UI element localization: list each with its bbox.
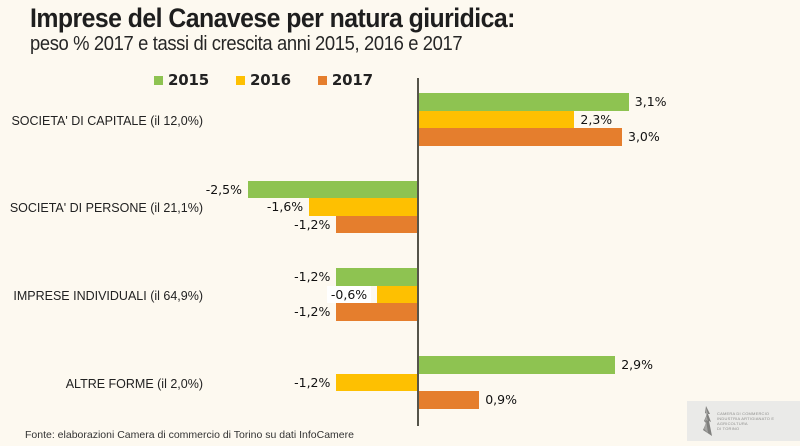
bar-2017-4 bbox=[418, 391, 480, 409]
category-label: ALTRE FORME (il 2,0%) bbox=[65, 376, 203, 391]
bar-2016-3 bbox=[377, 285, 418, 304]
legend: 2015 2016 2017 bbox=[154, 71, 373, 89]
value-label: -1,6% bbox=[266, 199, 304, 215]
logo-text-line: CAMERA DI COMMERCIO bbox=[717, 411, 770, 416]
value-label: -2,5% bbox=[205, 181, 242, 197]
bar-2016-2 bbox=[309, 198, 418, 216]
bar-2015-3 bbox=[336, 268, 418, 286]
bar-2017-3 bbox=[336, 303, 418, 321]
bar-2015-1 bbox=[418, 93, 629, 111]
legend-swatch bbox=[235, 75, 245, 85]
logo-box: CAMERA DI COMMERCIO INDUSTRIA ARTIGIANAT… bbox=[687, 401, 800, 441]
value-label: -0,6% bbox=[326, 285, 372, 304]
legend-label: 2016 bbox=[249, 71, 291, 89]
bar-2016-1 bbox=[418, 110, 575, 128]
chart-title: Imprese del Canavese per natura giuridic… bbox=[30, 3, 515, 33]
legend-swatch bbox=[154, 75, 163, 85]
source-note: Fonte: elaborazioni Camera di commercio … bbox=[25, 429, 354, 441]
legend-label: 2015 bbox=[168, 71, 209, 89]
bar-2017-1 bbox=[418, 128, 622, 146]
legend-item-2017: 2017 bbox=[317, 71, 373, 89]
value-label: 3,0% bbox=[628, 129, 660, 144]
chart-subtitle: peso % 2017 e tassi di crescita anni 201… bbox=[30, 33, 463, 55]
value-label: 0,9% bbox=[485, 392, 517, 408]
logo-text-line: INDUSTRIA ARTIGIANATO E AGRICOLTURA bbox=[717, 416, 775, 426]
value-label: 3,1% bbox=[634, 94, 667, 109]
logo-text: CAMERA DI COMMERCIO INDUSTRIA ARTIGIANAT… bbox=[717, 411, 800, 431]
legend-item-2015: 2015 bbox=[154, 71, 209, 89]
legend-item-2016: 2016 bbox=[235, 71, 291, 89]
value-label: -1,2% bbox=[294, 374, 331, 390]
axis-line bbox=[417, 78, 419, 426]
bar-2015-2 bbox=[248, 180, 418, 199]
logo-text-line: DI TORINO bbox=[717, 426, 740, 431]
value-label: 2,9% bbox=[621, 357, 653, 373]
category-label: SOCIETA' DI PERSONE (il 21,1%) bbox=[9, 201, 203, 216]
value-label: -1,2% bbox=[294, 304, 331, 320]
value-label: -1,2% bbox=[294, 216, 331, 232]
legend-swatch bbox=[317, 75, 327, 85]
category-label: IMPRESE INDIVIDUALI (il 64,9%) bbox=[13, 288, 203, 303]
category-label: SOCIETA' DI CAPITALE (il 12,0%) bbox=[11, 113, 203, 128]
value-label: -1,2% bbox=[294, 269, 331, 285]
bar-2016-4 bbox=[336, 373, 418, 392]
value-label: 2,3% bbox=[580, 111, 613, 127]
camera-commercio-logo-icon bbox=[703, 406, 712, 436]
bar-2017-2 bbox=[336, 215, 418, 234]
bar-2015-4 bbox=[418, 356, 616, 374]
legend-label: 2017 bbox=[331, 71, 373, 89]
